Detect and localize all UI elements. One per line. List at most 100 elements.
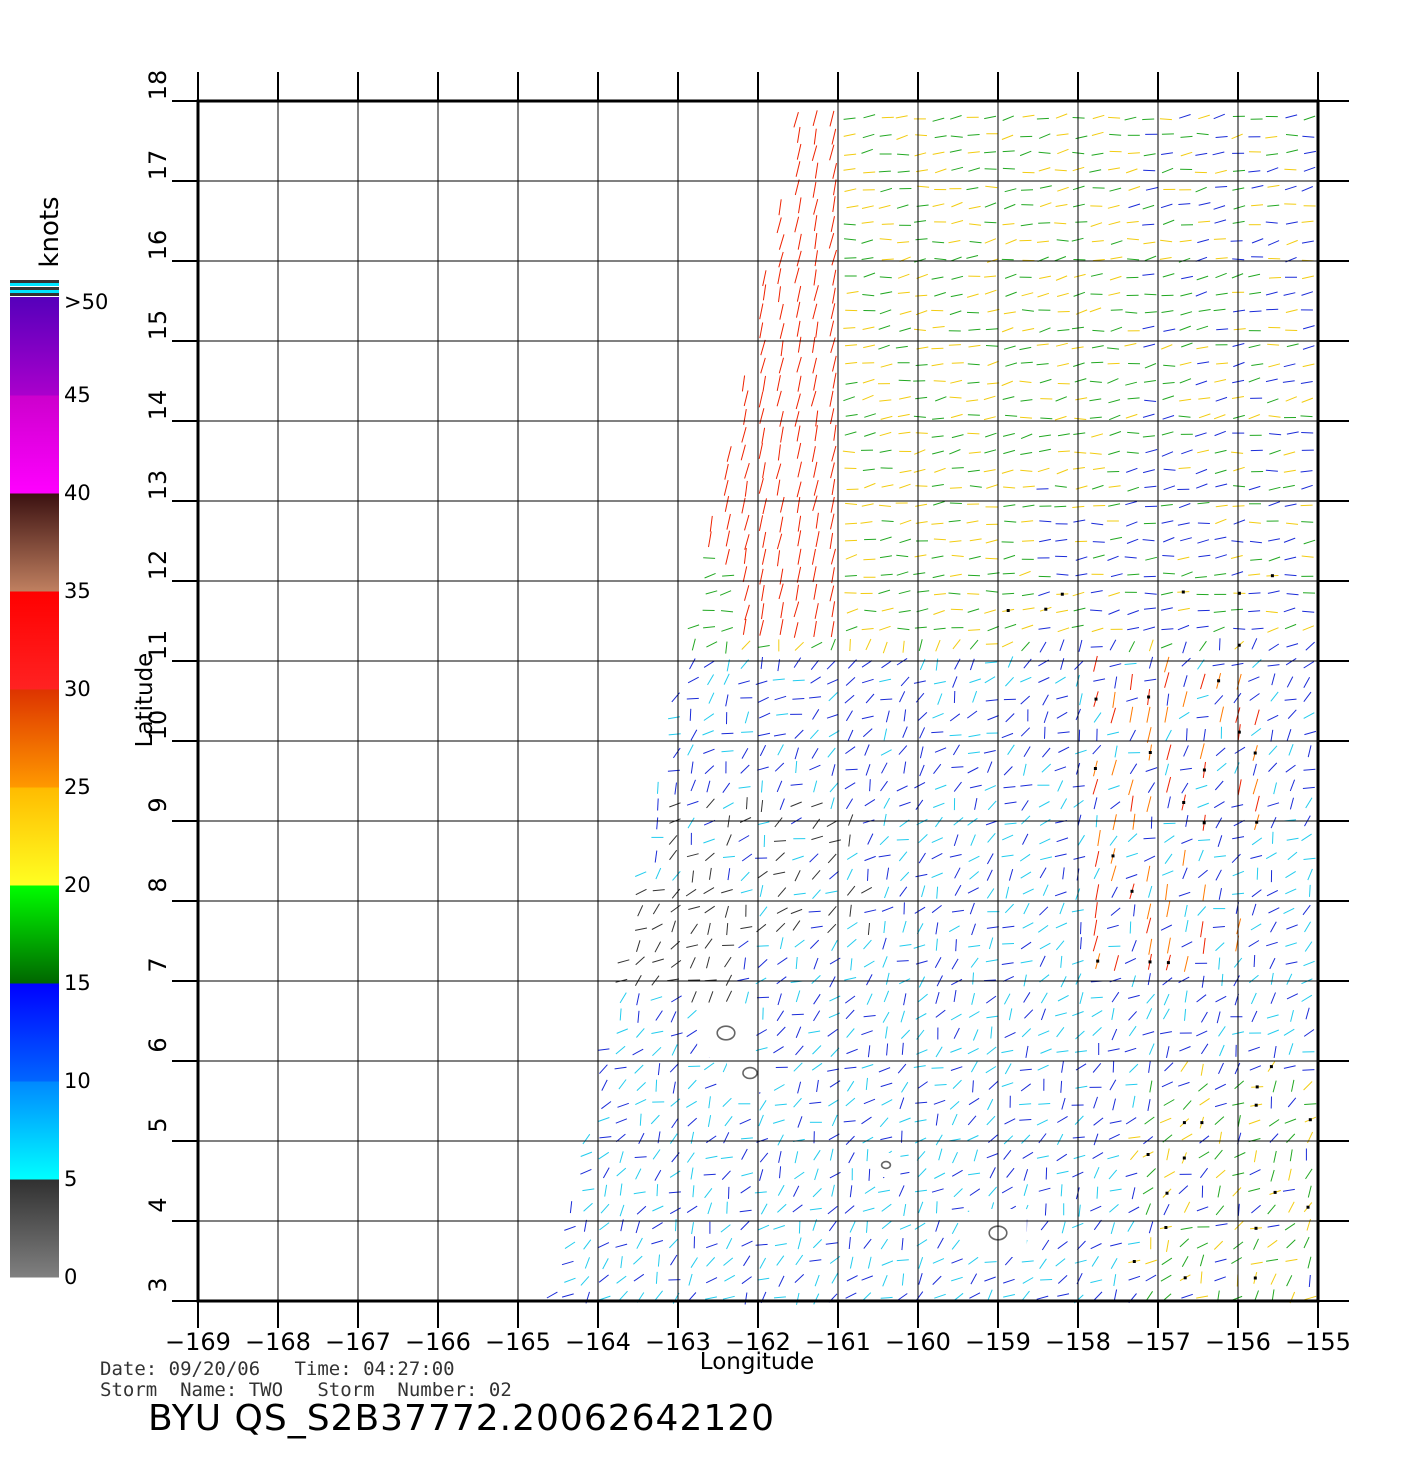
wind-vector [1301, 397, 1314, 403]
wind-vector [1039, 955, 1046, 967]
wind-vector [861, 503, 874, 507]
wind-vector [1131, 940, 1137, 952]
wind-vector [686, 1152, 695, 1163]
wind-vector [1302, 625, 1314, 631]
wind-vector [898, 610, 911, 613]
wind-vector [879, 678, 892, 683]
wind-vector [1124, 116, 1137, 121]
wind-vector [1181, 449, 1193, 455]
wind-vector [914, 258, 926, 263]
wind-vector [951, 909, 964, 913]
wind-vector [1144, 399, 1157, 402]
wind-vector [848, 834, 851, 847]
wind-vector [933, 1099, 946, 1105]
wind-vector [792, 1204, 803, 1213]
wind-vector [827, 747, 836, 758]
wind-vector [879, 836, 889, 846]
wind-vector [1090, 1279, 1103, 1284]
wind-vector [1199, 640, 1207, 652]
wind-vector [686, 853, 699, 858]
wind-vector [635, 1098, 647, 1106]
wind-vector [1126, 521, 1138, 527]
wind-vector [1178, 415, 1191, 418]
wind-vector [1307, 1256, 1312, 1269]
wind-vector [950, 1066, 963, 1071]
wind-vector [687, 817, 695, 829]
wind-vector [1128, 1136, 1141, 1139]
wind-vector [1199, 1097, 1210, 1106]
wind-vector [1146, 796, 1152, 813]
wind-vector [949, 734, 962, 737]
wind-vector [725, 990, 733, 1002]
wind-vector [703, 660, 715, 668]
wind-vector [790, 801, 802, 807]
wind-vector [1234, 762, 1240, 774]
wind-vector [1309, 884, 1311, 897]
wind-vector [1283, 469, 1296, 473]
wind-vector [1195, 380, 1208, 386]
rain-flag [1147, 695, 1151, 699]
wind-vector [1090, 222, 1103, 227]
wind-vector [984, 151, 997, 154]
rain-flag [1132, 1260, 1136, 1263]
wind-vector [1266, 167, 1279, 173]
wind-vector [721, 750, 734, 753]
wind-vector [796, 1292, 800, 1305]
wind-vector [832, 372, 837, 389]
wind-vector [762, 462, 766, 479]
wind-vector [1185, 920, 1189, 932]
wind-vector [1022, 888, 1034, 895]
wind-vector [739, 817, 752, 823]
wind-vector [759, 906, 768, 917]
wind-vector [809, 764, 821, 771]
wind-vector [756, 945, 769, 947]
wind-vector [1166, 1148, 1170, 1161]
wind-vector [953, 1188, 963, 1198]
wind-vector [636, 1205, 647, 1215]
wind-vector [1021, 540, 1035, 542]
wind-vector [1200, 1063, 1204, 1076]
wind-vector [1054, 169, 1067, 172]
wind-vector [1107, 555, 1119, 561]
wind-vector [580, 1276, 590, 1286]
wind-vector [796, 320, 801, 337]
wind-vector [706, 798, 715, 809]
wind-vector [721, 627, 733, 632]
wind-vector [1022, 485, 1035, 488]
wind-vector [915, 873, 928, 878]
wind-vector [1284, 574, 1297, 577]
wind-vector [757, 821, 770, 826]
wind-vector [1304, 730, 1317, 736]
wind-vector [794, 216, 800, 233]
wind-vector [1003, 993, 1011, 1005]
wind-vector [1200, 1043, 1209, 1055]
wind-vector [987, 1098, 994, 1111]
wind-vector [934, 747, 947, 753]
wind-vector [1019, 570, 1031, 577]
wind-vector [1002, 572, 1015, 575]
wind-vector [1270, 921, 1277, 933]
wind-vector [794, 1151, 799, 1164]
wind-vector [1023, 658, 1032, 669]
wind-vector [1184, 1008, 1187, 1021]
wind-vector [967, 574, 981, 577]
wind-vector [722, 782, 731, 793]
wind-vector [620, 1256, 623, 1269]
wind-vector [1184, 904, 1188, 917]
wind-vector [1092, 935, 1099, 952]
wind-vector [1126, 467, 1138, 473]
wind-vector [935, 991, 940, 1004]
wind-vector [726, 446, 732, 462]
wind-vector [1142, 223, 1155, 226]
wind-vector [1094, 902, 1098, 919]
wind-vector [1267, 1224, 1280, 1228]
wind-vector [1146, 865, 1151, 882]
wind-vector [1249, 310, 1262, 313]
wind-vector [708, 1096, 711, 1109]
wind-vector [865, 1077, 868, 1090]
wind-vector [1248, 592, 1261, 595]
wind-vector [1019, 1103, 1032, 1106]
wind-vector [762, 531, 767, 548]
wind-vector [654, 1169, 662, 1181]
wind-vector [561, 1293, 574, 1298]
